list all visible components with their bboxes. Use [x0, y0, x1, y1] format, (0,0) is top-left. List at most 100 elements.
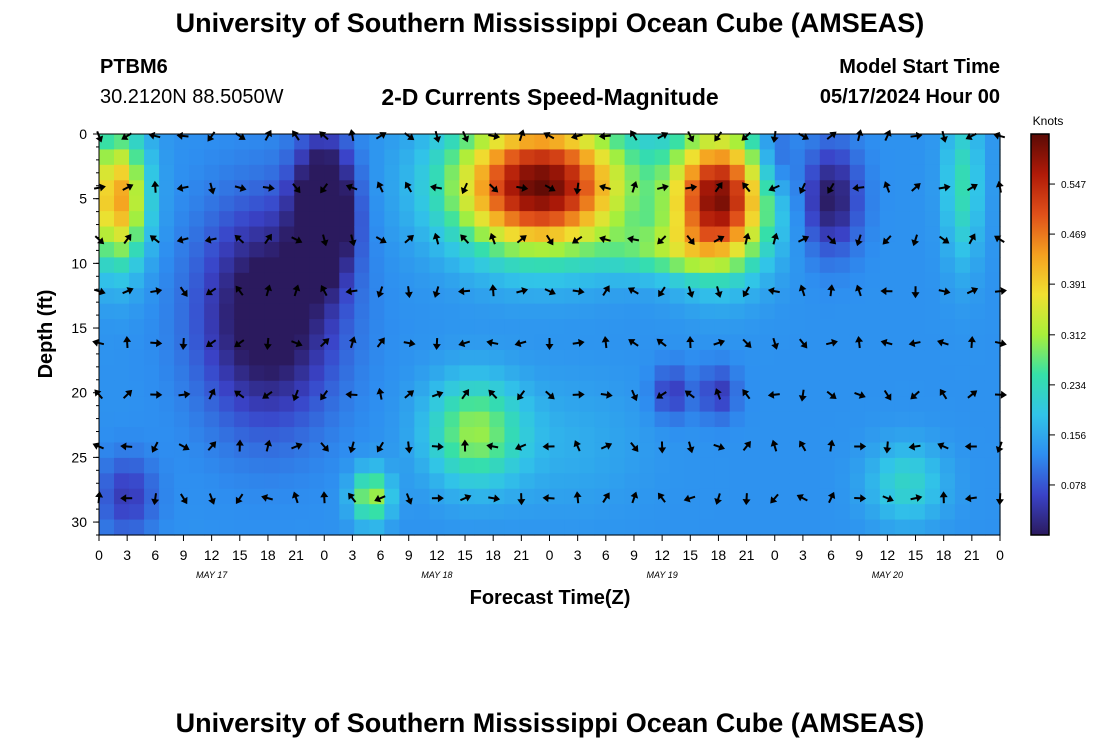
heatmap-cell: [474, 195, 491, 212]
heatmap-cell: [909, 164, 926, 181]
heatmap-cell: [309, 257, 325, 274]
heatmap-cell: [639, 319, 656, 336]
heatmap-cell: [324, 427, 340, 444]
heatmap-cell: [804, 134, 821, 151]
heatmap-cell: [969, 319, 986, 336]
arrow-head: [182, 443, 190, 451]
heatmap-cell: [774, 211, 791, 228]
heatmap-cell: [174, 457, 190, 474]
heatmap-cell: [984, 473, 1001, 490]
heatmap-cell: [594, 149, 611, 166]
heatmap-cell: [174, 519, 190, 536]
heatmap-cell: [504, 149, 521, 166]
heatmap-cell: [954, 396, 971, 413]
current-arrow: [714, 388, 722, 400]
heatmap-cell: [954, 488, 971, 505]
heatmap-cell: [624, 411, 641, 428]
arrow-head: [768, 184, 776, 192]
heatmap-cell: [594, 319, 611, 336]
arrow-head: [855, 239, 863, 247]
arrow-head: [601, 336, 610, 343]
arrow-head: [345, 287, 352, 296]
heatmap-cell: [789, 365, 806, 382]
heatmap-cell: [714, 504, 731, 521]
heatmap-cell: [684, 195, 701, 212]
heatmap-cell: [519, 349, 536, 366]
arrow-head: [827, 439, 836, 447]
heatmap-cell: [954, 303, 971, 320]
x-tick-label: 15: [682, 547, 698, 563]
heatmap-cell: [114, 303, 130, 320]
heatmap-cell: [309, 149, 325, 166]
heatmap-cell: [969, 457, 986, 474]
heatmap-cell: [159, 272, 175, 289]
heatmap-cell: [744, 319, 761, 336]
heatmap-cell: [204, 519, 220, 536]
heatmap-cell: [159, 180, 175, 197]
heatmap-cell: [459, 257, 476, 274]
arrow-head: [92, 338, 99, 347]
heatmap-cell: [399, 241, 415, 258]
heatmap-cell: [909, 149, 926, 166]
heatmap-cell: [984, 303, 1001, 320]
heatmap-cell: [219, 134, 235, 151]
arrow-head: [798, 186, 807, 195]
heatmap-cell: [159, 411, 175, 428]
heatmap-cell: [354, 334, 370, 351]
arrow-head: [628, 339, 636, 346]
current-arrow: [882, 494, 894, 503]
heatmap-cell: [474, 149, 491, 166]
current-arrow: [292, 389, 300, 402]
heatmap-cell: [969, 272, 986, 289]
heatmap-cell: [804, 488, 821, 505]
heatmap-cell: [774, 303, 791, 320]
heatmap-cell: [669, 211, 686, 228]
heatmap-cell: [609, 334, 626, 351]
heatmap-cell: [924, 134, 941, 151]
heatmap-cell: [609, 257, 626, 274]
current-arrow: [601, 336, 610, 349]
heatmap-cell: [639, 211, 656, 228]
heatmap-cell: [99, 442, 115, 459]
heatmap-cell: [624, 180, 641, 197]
heatmap-cell: [924, 164, 941, 181]
heatmap-cell: [519, 164, 536, 181]
heatmap-cell: [279, 195, 295, 212]
current-arrow: [207, 441, 217, 451]
heatmap-cell: [519, 211, 536, 228]
current-arrow: [911, 286, 920, 299]
heatmap-cell: [684, 319, 701, 336]
current-arrow: [938, 287, 951, 296]
x-tick-label: 0: [95, 547, 103, 563]
current-arrow: [940, 130, 948, 143]
heatmap-cell: [639, 411, 656, 428]
heatmap-cell: [279, 349, 295, 366]
heatmap-cell: [459, 473, 476, 490]
heatmap-cell: [759, 134, 776, 151]
heatmap-cell: [774, 164, 791, 181]
heatmap-cell: [819, 349, 836, 366]
heatmap-cell: [294, 195, 310, 212]
current-arrow: [573, 491, 582, 504]
heatmap-cell: [384, 365, 400, 382]
arrow-head: [742, 498, 751, 506]
heatmap-cell: [444, 411, 460, 428]
heatmap-cell: [129, 288, 145, 305]
heatmap-cell: [744, 288, 761, 305]
heatmap-cell: [789, 195, 806, 212]
current-arrow: [572, 338, 585, 347]
heatmap-cell: [864, 180, 881, 197]
heatmap-cell: [204, 241, 220, 258]
heatmap-cell: [384, 211, 400, 228]
heatmap-cell: [804, 319, 821, 336]
x-tick-label: 0: [771, 547, 779, 563]
heatmap-cell: [789, 134, 806, 151]
current-arrow: [600, 390, 613, 399]
heatmap-cell: [609, 180, 626, 197]
heatmap-cell: [99, 349, 115, 366]
heatmap-cell: [984, 164, 1001, 181]
heatmap-cell: [729, 427, 746, 444]
heatmap-cell: [264, 427, 280, 444]
arrow-head: [883, 447, 892, 454]
heatmap-cell: [579, 473, 596, 490]
